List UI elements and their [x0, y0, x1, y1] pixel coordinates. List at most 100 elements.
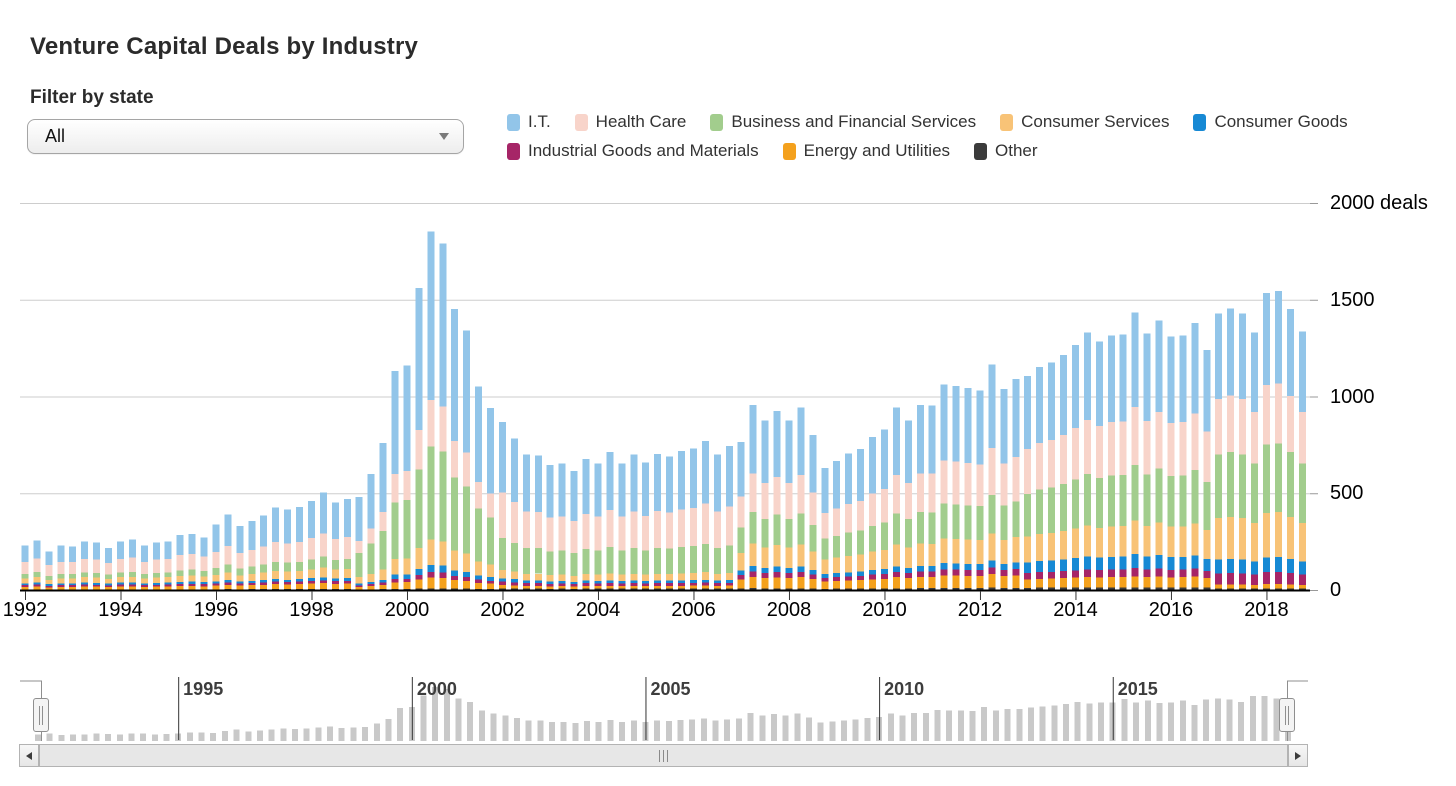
- bar-segment[interactable]: [630, 588, 638, 590]
- bar-segment[interactable]: [117, 582, 124, 585]
- bar-segment[interactable]: [1239, 573, 1247, 585]
- navigator-bar[interactable]: [665, 720, 672, 741]
- bar-segment[interactable]: [618, 516, 626, 551]
- navigator-bar[interactable]: [478, 710, 485, 741]
- bar-segment[interactable]: [379, 582, 387, 585]
- bar-segment[interactable]: [713, 588, 721, 590]
- bar-segment[interactable]: [1298, 331, 1306, 412]
- bar-segment[interactable]: [952, 538, 960, 564]
- bar-segment[interactable]: [499, 581, 506, 585]
- bar-segment[interactable]: [1083, 332, 1091, 421]
- bar-segment[interactable]: [1191, 469, 1199, 524]
- navigator-bar[interactable]: [1028, 707, 1034, 741]
- bar-segment[interactable]: [1251, 522, 1258, 562]
- bar-segment[interactable]: [212, 524, 220, 553]
- bar-segment[interactable]: [1227, 452, 1235, 517]
- bar-segment[interactable]: [1072, 587, 1079, 590]
- bar-segment[interactable]: [678, 588, 685, 590]
- navigator-bar[interactable]: [654, 720, 661, 741]
- bar-segment[interactable]: [1024, 572, 1032, 580]
- bar-segment[interactable]: [952, 563, 960, 570]
- bar-segment[interactable]: [1286, 452, 1294, 517]
- bar-segment[interactable]: [188, 583, 196, 587]
- bar-segment[interactable]: [212, 567, 220, 576]
- bar-segment[interactable]: [1203, 530, 1211, 559]
- bar-segment[interactable]: [1239, 559, 1247, 574]
- bar-segment[interactable]: [964, 505, 972, 540]
- bar-segment[interactable]: [701, 588, 709, 590]
- navigator-bar[interactable]: [1238, 702, 1245, 741]
- bar-segment[interactable]: [1262, 584, 1270, 589]
- navigator-bar[interactable]: [186, 732, 193, 741]
- bar-segment[interactable]: [558, 586, 566, 589]
- bar-segment[interactable]: [21, 583, 29, 586]
- bar-segment[interactable]: [1203, 578, 1211, 588]
- bar-segment[interactable]: [988, 567, 996, 575]
- bar-segment[interactable]: [367, 581, 375, 585]
- bar-segment[interactable]: [1155, 522, 1163, 555]
- bar-segment[interactable]: [833, 557, 841, 574]
- bar-segment[interactable]: [236, 583, 244, 586]
- bar-segment[interactable]: [1060, 531, 1067, 560]
- bar-segment[interactable]: [93, 559, 101, 573]
- bar-segment[interactable]: [224, 546, 232, 565]
- bar-segment[interactable]: [785, 578, 793, 589]
- bar-segment[interactable]: [248, 521, 256, 550]
- bar-segment[interactable]: [916, 577, 924, 589]
- bar-segment[interactable]: [821, 513, 829, 539]
- bar-segment[interactable]: [439, 588, 447, 590]
- bar-segment[interactable]: [1000, 505, 1008, 540]
- bar-segment[interactable]: [33, 572, 41, 578]
- bar-segment[interactable]: [308, 559, 315, 570]
- legend-item[interactable]: Energy and Utilities: [782, 141, 950, 161]
- navigator-bar[interactable]: [93, 733, 100, 741]
- bar-segment[interactable]: [833, 535, 841, 558]
- navigator-bar[interactable]: [128, 733, 135, 741]
- bar-segment[interactable]: [881, 573, 888, 579]
- bar-segment[interactable]: [1143, 587, 1151, 590]
- bar-segment[interactable]: [964, 539, 972, 564]
- bar-segment[interactable]: [45, 584, 53, 586]
- bar-segment[interactable]: [248, 573, 256, 581]
- bar-segment[interactable]: [869, 570, 876, 575]
- bar-segment[interactable]: [451, 309, 459, 442]
- bar-segment[interactable]: [534, 573, 542, 581]
- bar-segment[interactable]: [988, 560, 996, 568]
- bar-segment[interactable]: [773, 572, 781, 578]
- bar-segment[interactable]: [355, 577, 363, 584]
- bar-segment[interactable]: [272, 581, 280, 585]
- bar-segment[interactable]: [666, 512, 674, 549]
- bar-segment[interactable]: [140, 586, 148, 590]
- bar-segment[interactable]: [164, 572, 172, 578]
- bar-segment[interactable]: [892, 544, 900, 567]
- navigator-bar[interactable]: [467, 701, 474, 741]
- bar-segment[interactable]: [367, 585, 375, 590]
- bar-segment[interactable]: [892, 571, 900, 578]
- navigator-bar[interactable]: [560, 721, 567, 741]
- bar-segment[interactable]: [415, 288, 423, 430]
- bar-segment[interactable]: [761, 588, 769, 590]
- navigator-bar[interactable]: [619, 721, 626, 741]
- navigator-bar[interactable]: [350, 727, 357, 741]
- bar-segment[interactable]: [1048, 362, 1056, 440]
- bar-segment[interactable]: [176, 534, 184, 555]
- bar-segment[interactable]: [1203, 570, 1211, 578]
- bar-segment[interactable]: [606, 451, 614, 510]
- bar-segment[interactable]: [140, 561, 148, 575]
- bar-segment[interactable]: [260, 572, 268, 581]
- bar-segment[interactable]: [487, 577, 494, 581]
- bar-segment[interactable]: [510, 502, 518, 543]
- bar-segment[interactable]: [904, 483, 912, 519]
- bar-segment[interactable]: [1012, 501, 1020, 538]
- bar-segment[interactable]: [892, 566, 900, 572]
- bar-segment[interactable]: [821, 538, 829, 560]
- bar-segment[interactable]: [140, 574, 148, 579]
- navigator-bar[interactable]: [303, 728, 310, 741]
- bar-segment[interactable]: [1072, 577, 1079, 588]
- bar-segment[interactable]: [1239, 454, 1247, 519]
- bar-segment[interactable]: [427, 446, 435, 540]
- bar-segment[interactable]: [988, 447, 996, 496]
- bar-segment[interactable]: [510, 542, 518, 572]
- bar-segment[interactable]: [45, 576, 53, 580]
- bar-segment[interactable]: [666, 585, 674, 589]
